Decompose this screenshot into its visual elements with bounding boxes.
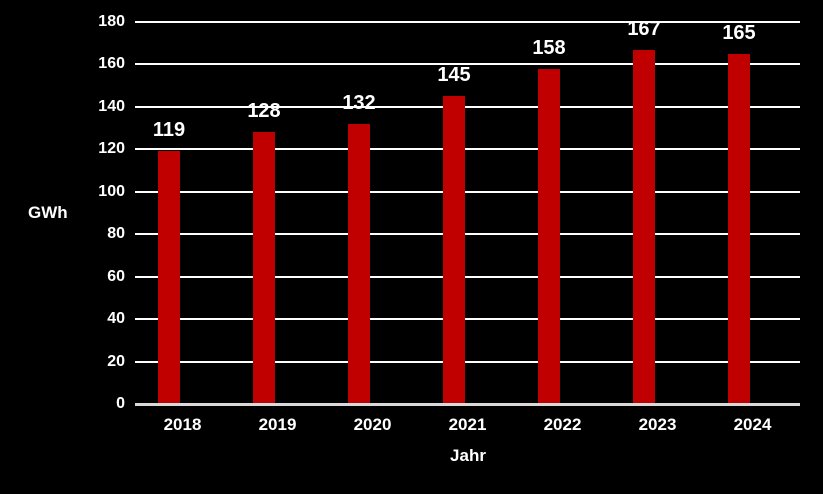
y-axis-tick-label: 180 bbox=[98, 13, 125, 30]
y-axis-tick-label: 160 bbox=[98, 55, 125, 73]
x-axis-line bbox=[135, 403, 800, 406]
bar-value-label: 119 bbox=[152, 119, 186, 142]
y-axis-tick-label: 60 bbox=[107, 267, 125, 285]
bar-2024[interactable] bbox=[728, 53, 750, 404]
gridline bbox=[135, 21, 800, 23]
y-axis-tick-label: 20 bbox=[107, 352, 125, 370]
bar-2021[interactable] bbox=[443, 96, 465, 404]
bar-value-label: 132 bbox=[342, 91, 376, 114]
x-axis-tick-label: 2022 bbox=[543, 415, 582, 434]
gridline bbox=[135, 148, 800, 151]
y-axis-tick-label: 120 bbox=[98, 140, 125, 158]
y-axis-tick-label: 80 bbox=[107, 225, 125, 243]
y-axis-tick-label: 0 bbox=[116, 395, 125, 412]
bar-2023[interactable] bbox=[633, 49, 655, 404]
bar-2019[interactable] bbox=[253, 132, 275, 404]
bar-value-label: 158 bbox=[532, 36, 566, 59]
gridline bbox=[135, 318, 800, 321]
bar-value-label: 128 bbox=[247, 100, 281, 123]
gridline bbox=[135, 233, 800, 236]
bar-2018[interactable] bbox=[158, 151, 180, 404]
bar-value-label: 165 bbox=[722, 21, 756, 44]
bar-value-label: 145 bbox=[437, 64, 471, 87]
y-axis-title: GWh bbox=[28, 203, 68, 222]
y-axis-tick-label: 40 bbox=[107, 310, 125, 328]
y-axis-tick-label: 100 bbox=[98, 182, 125, 200]
x-axis-tick-label: 2021 bbox=[448, 415, 487, 434]
bar-value-label: 167 bbox=[627, 17, 661, 40]
x-axis-tick-label: 2023 bbox=[638, 415, 677, 434]
x-axis-tick-label: 2018 bbox=[163, 415, 202, 434]
x-axis-tick-label: 2020 bbox=[353, 415, 392, 434]
y-axis-tick-label: 140 bbox=[98, 97, 125, 115]
x-axis-title: Jahr bbox=[450, 446, 486, 465]
gridline bbox=[135, 105, 800, 108]
gridline bbox=[135, 360, 800, 363]
bar-2020[interactable] bbox=[348, 123, 370, 404]
gridline bbox=[135, 63, 800, 66]
gridline bbox=[135, 275, 800, 278]
bar-2022[interactable] bbox=[538, 68, 560, 404]
x-axis-tick-label: 2019 bbox=[258, 415, 297, 434]
x-axis-tick-label: 2024 bbox=[733, 415, 772, 434]
gridline bbox=[135, 190, 800, 193]
